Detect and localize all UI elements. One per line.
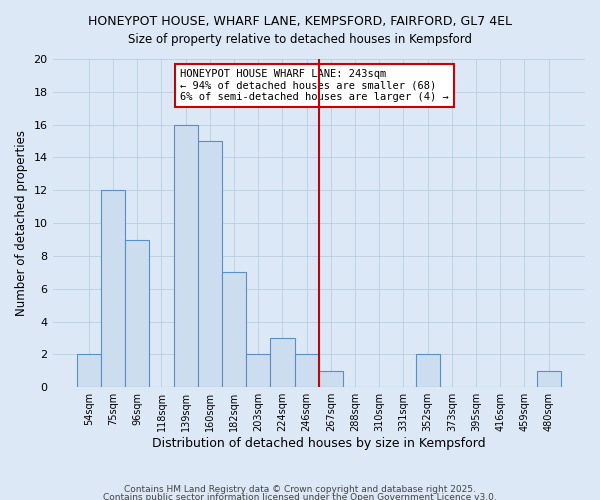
Bar [246, 354, 271, 387]
Bar [271, 338, 295, 387]
Bar [416, 354, 440, 387]
Text: Contains HM Land Registry data © Crown copyright and database right 2025.: Contains HM Land Registry data © Crown c… [124, 486, 476, 494]
Bar [198, 141, 222, 387]
Bar [125, 240, 149, 387]
Y-axis label: Number of detached properties: Number of detached properties [15, 130, 28, 316]
Bar [295, 354, 319, 387]
Text: Contains public sector information licensed under the Open Government Licence v3: Contains public sector information licen… [103, 493, 497, 500]
Text: HONEYPOT HOUSE WHARF LANE: 243sqm
← 94% of detached houses are smaller (68)
6% o: HONEYPOT HOUSE WHARF LANE: 243sqm ← 94% … [181, 69, 449, 102]
X-axis label: Distribution of detached houses by size in Kempsford: Distribution of detached houses by size … [152, 437, 485, 450]
Text: HONEYPOT HOUSE, WHARF LANE, KEMPSFORD, FAIRFORD, GL7 4EL: HONEYPOT HOUSE, WHARF LANE, KEMPSFORD, F… [88, 15, 512, 28]
Text: Size of property relative to detached houses in Kempsford: Size of property relative to detached ho… [128, 32, 472, 46]
Bar [101, 190, 125, 387]
Bar [319, 371, 343, 387]
Bar [536, 371, 561, 387]
Bar [173, 124, 198, 387]
Bar [222, 272, 246, 387]
Bar [77, 354, 101, 387]
